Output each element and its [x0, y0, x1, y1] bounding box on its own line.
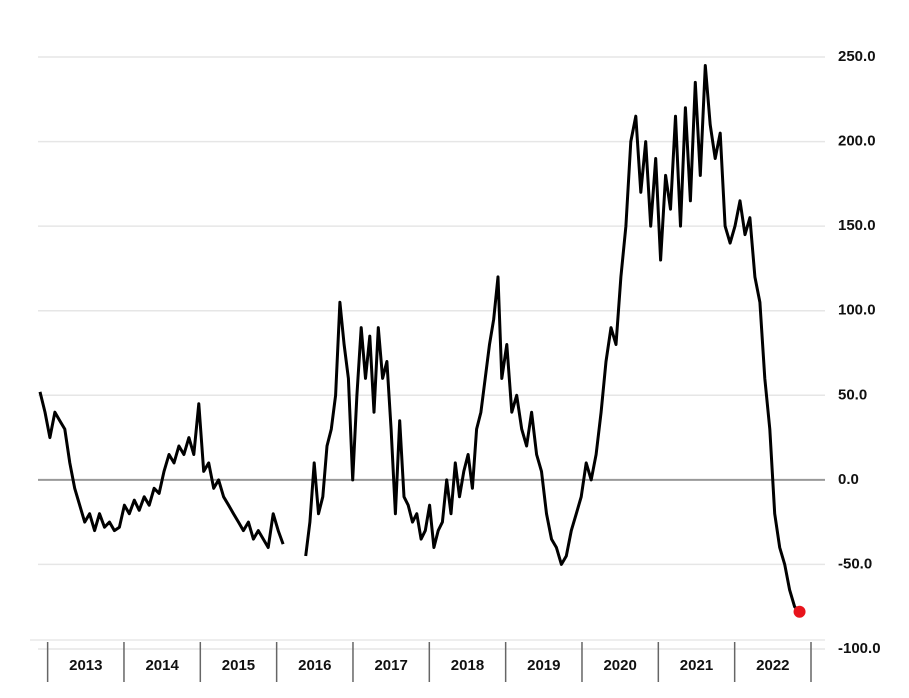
y-tick-label: 250.0 [838, 48, 876, 65]
y-tick-label: 50.0 [838, 386, 867, 403]
x-tick-label: 2016 [298, 657, 331, 674]
x-tick-label: 2022 [756, 657, 789, 674]
x-tick-label: 2013 [69, 657, 102, 674]
line [38, 64, 801, 613]
x-tick-label: 2020 [603, 657, 636, 674]
y-tick-label: 150.0 [838, 217, 876, 234]
x-tick-label: 2021 [680, 657, 713, 674]
y-tick-label: 0.0 [838, 471, 859, 488]
y-tick-label: -50.0 [838, 555, 872, 572]
y-tick-label: -100.0 [838, 640, 881, 657]
x-tick-label: 2019 [527, 657, 560, 674]
x-tick-label: 2015 [222, 657, 255, 674]
x-tick-label: 2017 [374, 657, 407, 674]
x-tick-label: 2018 [451, 657, 484, 674]
y-tick-label: 100.0 [838, 302, 876, 319]
y-tick-label: 200.0 [838, 133, 876, 150]
x-tick-label: 2014 [145, 657, 179, 674]
end-marker [793, 605, 806, 618]
